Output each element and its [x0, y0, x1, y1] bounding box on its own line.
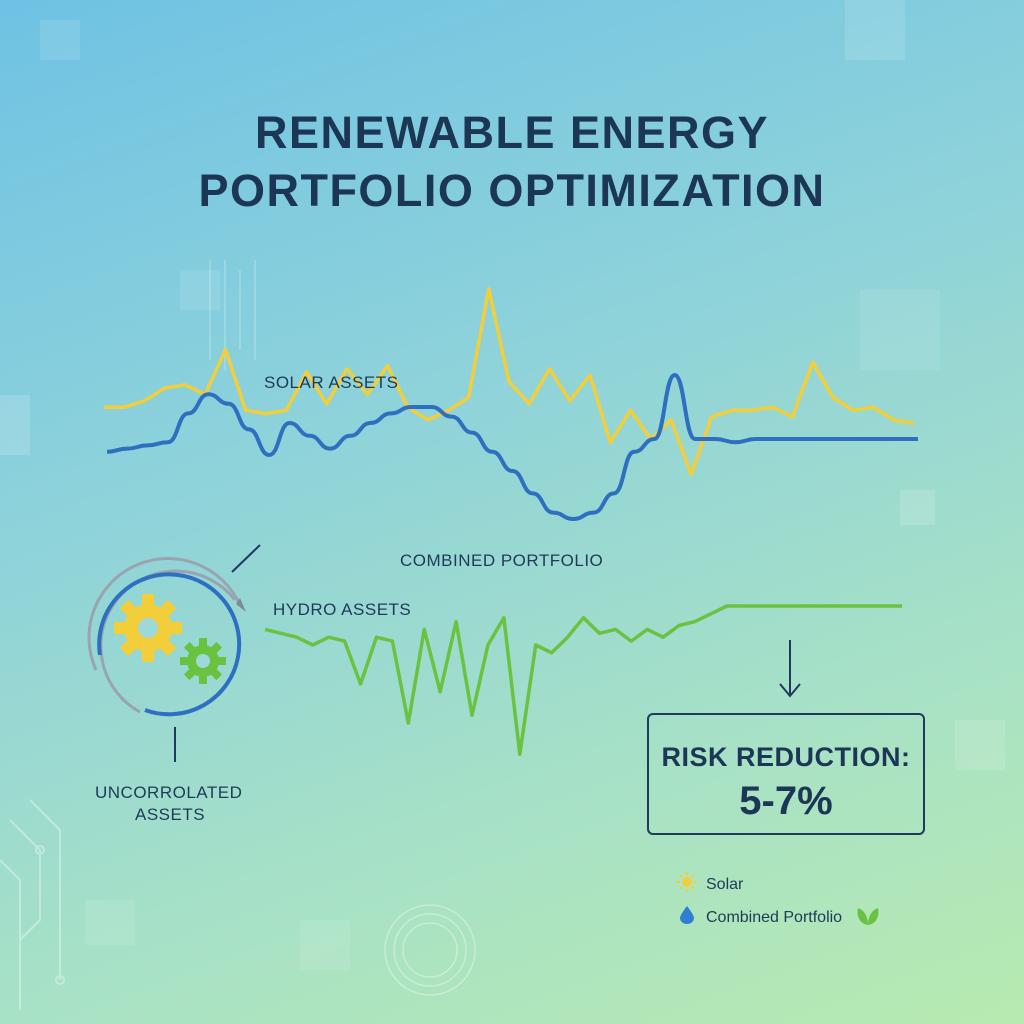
- legend-item-combined: Combined Portfolio: [676, 904, 882, 931]
- solar-assets-label: SOLAR ASSETS: [264, 373, 399, 392]
- page-title: RENEWABLE ENERGY PORTFOLIO OPTIMIZATION: [0, 104, 1024, 220]
- uncorrelated-line-2: ASSETS: [135, 805, 206, 824]
- sun-icon: [676, 872, 698, 897]
- title-line-2: PORTFOLIO OPTIMIZATION: [198, 165, 826, 216]
- legend-item-solar: Solar: [676, 872, 743, 897]
- series-line-combined-portfolio: [106, 373, 918, 521]
- gear-icon-small: [180, 638, 226, 684]
- risk-reduction-value: 5-7%: [739, 779, 833, 823]
- risk-reduction-box: RISK REDUCTION: 5-7%: [647, 713, 925, 835]
- leaf-icon: [854, 904, 882, 931]
- series-line-hydro-assets: [264, 604, 902, 756]
- risk-reduction-label: RISK REDUCTION:: [661, 742, 911, 772]
- legend-label-combined: Combined Portfolio: [706, 908, 843, 926]
- gear-icon: [114, 594, 182, 662]
- down-arrow-icon: [779, 640, 801, 698]
- connector-line: [231, 544, 261, 573]
- title-line-1: RENEWABLE ENERGY: [254, 107, 770, 158]
- series-line-solar-assets: [104, 287, 915, 477]
- legend-label-solar: Solar: [706, 875, 744, 893]
- uncorrelated-line-1: UNCORROLATED: [95, 783, 243, 802]
- combined-portfolio-label: COMBINED PORTFOLIO: [400, 551, 604, 570]
- hydro-assets-label: HYDRO ASSETS: [273, 600, 412, 619]
- water-drop-icon: [676, 906, 698, 929]
- uncorrelated-assets-icon: [87, 557, 246, 762]
- uncorrelated-assets-label: UNCORROLATED ASSETS: [95, 782, 242, 826]
